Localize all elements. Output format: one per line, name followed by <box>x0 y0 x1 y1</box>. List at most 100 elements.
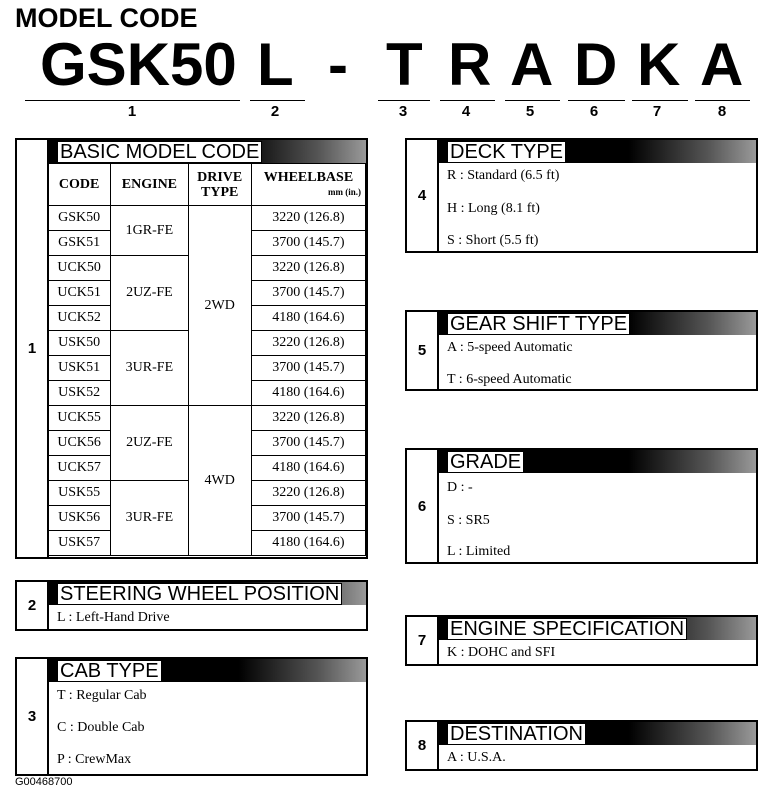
section-header: DESTINATION <box>437 722 756 745</box>
table-row: UCK51 3700 (145.7) <box>46 280 367 306</box>
code-part-3: T <box>386 31 423 98</box>
drive-type-cell: 4WD <box>187 405 252 556</box>
destination-section: 8 DESTINATION A : U.S.A. <box>405 720 758 771</box>
model-code-cell: UCK50 <box>46 255 112 281</box>
wheelbase-cell: 4180 (164.6) <box>250 305 367 331</box>
position-number: 4 <box>461 103 471 120</box>
table-row: UCK56 3700 (145.7) <box>46 430 367 456</box>
cab-section: 3 CAB TYPE T : Regular Cab C : Double Ca… <box>15 657 368 776</box>
header-engine: ENGINE <box>110 163 189 206</box>
wheelbase-cell: 3700 (145.7) <box>250 505 367 531</box>
wheelbase-cell: 3220 (126.8) <box>250 405 367 431</box>
list-item: T : Regular Cab <box>57 688 147 703</box>
list-item: H : Long (8.1 ft) <box>447 201 540 216</box>
wheelbase-cell: 3700 (145.7) <box>250 230 367 256</box>
engine-cell: 2UZ-FE <box>110 405 189 481</box>
wheelbase-cell: 3220 (126.8) <box>250 330 367 356</box>
section-title: ENGINE SPECIFICATION <box>447 618 688 640</box>
section-header: GEAR SHIFT TYPE <box>437 312 756 335</box>
table-row: USK51 3700 (145.7) <box>46 355 367 381</box>
wheelbase-cell: 3700 (145.7) <box>250 280 367 306</box>
code-part-6: D <box>574 31 618 98</box>
list-item: T : 6-speed Automatic <box>447 372 572 387</box>
deck-section: 4 DECK TYPE R : Standard (6.5 ft) H : Lo… <box>405 138 758 253</box>
table-row: USK57 4180 (164.6) <box>46 530 367 556</box>
underline <box>378 100 430 101</box>
list-item: S : SR5 <box>447 513 490 528</box>
wheelbase-cell: 3700 (145.7) <box>250 355 367 381</box>
model-code-cell: UCK56 <box>46 430 112 456</box>
wheelbase-cell: 4180 (164.6) <box>250 530 367 556</box>
wheelbase-cell: 3220 (126.8) <box>250 480 367 506</box>
wheelbase-cell: 4180 (164.6) <box>250 380 367 406</box>
model-code-cell: UCK51 <box>46 280 112 306</box>
section-title: CAB TYPE <box>57 660 162 682</box>
section-number: 8 <box>407 722 439 769</box>
drive-type-cell: 2WD <box>187 205 252 406</box>
figure-id: G00468700 <box>15 776 73 788</box>
section-number: 6 <box>407 450 439 562</box>
model-code-cell: UCK52 <box>46 305 112 331</box>
list-item: A : U.S.A. <box>447 750 506 765</box>
section-title: STEERING WHEEL POSITION <box>57 583 343 605</box>
list-item: R : Standard (6.5 ft) <box>447 168 560 183</box>
code-part-1: GSK50 <box>40 31 237 98</box>
model-code-cell: USK56 <box>46 505 112 531</box>
list-item: L : Left-Hand Drive <box>57 610 170 625</box>
underline <box>250 100 305 101</box>
gear-section: 5 GEAR SHIFT TYPE A : 5-speed Automatic … <box>405 310 758 391</box>
grade-section: 6 GRADE D : - S : SR5 L : Limited <box>405 448 758 564</box>
section-title: DECK TYPE <box>447 141 566 163</box>
table-row: USK55 3UR-FE 3220 (126.8) <box>46 480 367 556</box>
section-title: GRADE <box>447 451 525 473</box>
table-row: UCK57 4180 (164.6) <box>46 455 367 481</box>
code-part-4: R <box>448 31 492 98</box>
section-number: 7 <box>407 617 439 664</box>
model-code-cell: USK50 <box>46 330 112 356</box>
model-code-cell: UCK57 <box>46 455 112 481</box>
code-part-7: K <box>637 31 681 98</box>
wheelbase-cell: 3220 (126.8) <box>250 205 367 231</box>
section-title: BASIC MODEL CODE <box>57 141 263 163</box>
section-header: BASIC MODEL CODE <box>47 140 366 163</box>
model-code-cell: USK57 <box>46 530 112 556</box>
section-header: GRADE <box>437 450 756 473</box>
engine-spec-section: 7 ENGINE SPECIFICATION K : DOHC and SFI <box>405 615 758 666</box>
header-code: CODE <box>46 163 112 206</box>
section-number: 2 <box>17 582 49 629</box>
position-number: 6 <box>589 103 599 120</box>
section-header: DECK TYPE <box>437 140 756 163</box>
wheelbase-cell: 3220 (126.8) <box>250 255 367 281</box>
underline <box>440 100 495 101</box>
code-part-8: A <box>700 31 744 98</box>
wheelbase-cell: 4180 (164.6) <box>250 455 367 481</box>
position-number: 7 <box>652 103 662 120</box>
list-item: K : DOHC and SFI <box>447 645 556 660</box>
table-row: USK52 4180 (164.6) <box>46 380 367 406</box>
model-code-cell: UCK55 <box>46 405 112 431</box>
code-dash: - <box>328 31 348 98</box>
table-row: GSK51 3700 (145.7) <box>46 230 367 256</box>
underline <box>505 100 560 101</box>
model-code-cell: USK51 <box>46 355 112 381</box>
section-header: CAB TYPE <box>47 659 366 682</box>
list-item: A : 5-speed Automatic <box>447 340 573 355</box>
basic-model-table: CODE ENGINE DRIVE TYPE WHEELBASE mm (in.)… <box>46 163 367 556</box>
position-number: 3 <box>398 103 408 120</box>
list-item: L : Limited <box>447 544 511 559</box>
wheelbase-cell: 3700 (145.7) <box>250 430 367 456</box>
section-number: 3 <box>17 659 49 774</box>
section-header: ENGINE SPECIFICATION <box>437 617 756 640</box>
list-item: P : CrewMax <box>57 752 132 767</box>
position-number: 1 <box>127 103 137 120</box>
section-title: DESTINATION <box>447 723 586 745</box>
page-title: MODEL CODE <box>15 3 198 33</box>
list-item: D : - <box>447 480 473 495</box>
table-row: USK50 3UR-FE 3220 (126.8) <box>46 330 367 406</box>
code-part-2: L <box>257 31 294 98</box>
table-row: GSK50 1GR-FE 2WD 3220 (126.8) <box>46 205 367 406</box>
table-row: UCK50 2UZ-FE 3220 (126.8) <box>46 255 367 331</box>
section-number: 1 <box>17 140 49 557</box>
position-number: 2 <box>270 103 280 120</box>
engine-cell: 3UR-FE <box>110 330 189 406</box>
